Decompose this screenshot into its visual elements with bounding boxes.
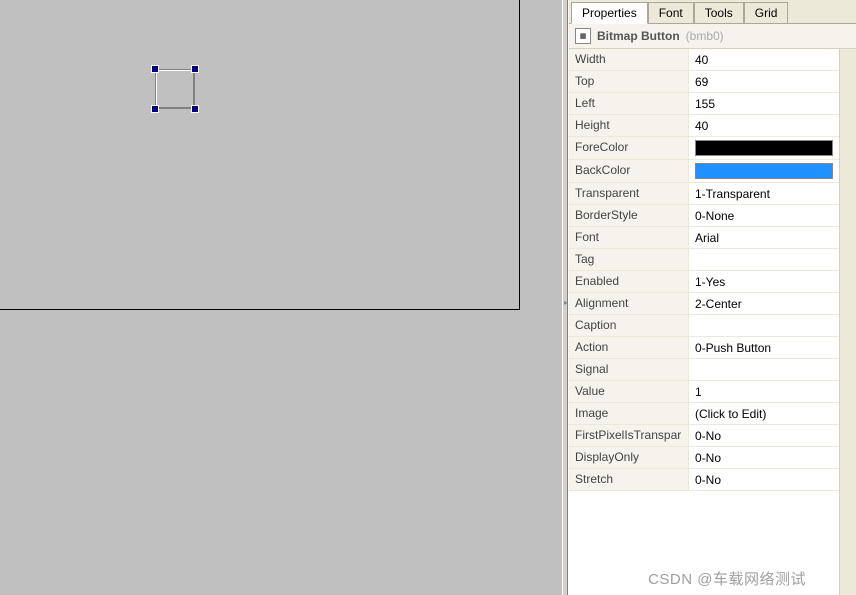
property-value[interactable]: [689, 359, 839, 380]
object-type-label: Bitmap Button: [597, 29, 680, 43]
property-name: Value: [569, 381, 689, 402]
property-name: BorderStyle: [569, 205, 689, 226]
tab-tools[interactable]: Tools: [694, 2, 744, 23]
property-name: FirstPixelIsTranspar: [569, 425, 689, 446]
property-value[interactable]: 40: [689, 115, 839, 136]
property-value[interactable]: 1-Transparent: [689, 183, 839, 204]
property-name: Caption: [569, 315, 689, 336]
splitter-vertical[interactable]: ▸: [562, 0, 568, 595]
property-value[interactable]: 69: [689, 71, 839, 92]
property-row[interactable]: BackColor: [569, 160, 839, 183]
resize-handle-top-left[interactable]: [151, 65, 159, 73]
property-row[interactable]: Alignment2-Center: [569, 293, 839, 315]
property-row[interactable]: Enabled1-Yes: [569, 271, 839, 293]
property-row[interactable]: FirstPixelIsTranspar0-No: [569, 425, 839, 447]
property-name: Signal: [569, 359, 689, 380]
property-name: Top: [569, 71, 689, 92]
property-value[interactable]: 0-No: [689, 425, 839, 446]
color-swatch[interactable]: [695, 163, 833, 179]
property-name: Width: [569, 49, 689, 70]
property-row[interactable]: FontArial: [569, 227, 839, 249]
property-value[interactable]: [689, 315, 839, 336]
property-row[interactable]: Height40: [569, 115, 839, 137]
bitmap-button-icon: ▦: [575, 28, 591, 44]
property-row[interactable]: DisplayOnly0-No: [569, 447, 839, 469]
panel-tabs: PropertiesFontToolsGrid: [569, 0, 856, 24]
property-row[interactable]: Top69: [569, 71, 839, 93]
property-row[interactable]: BorderStyle0-None: [569, 205, 839, 227]
property-row[interactable]: Image(Click to Edit): [569, 403, 839, 425]
property-value[interactable]: 2-Center: [689, 293, 839, 314]
property-name: BackColor: [569, 160, 689, 182]
property-value[interactable]: Arial: [689, 227, 839, 248]
app-root: ▸ PropertiesFontToolsGrid ▦ Bitmap Butto…: [0, 0, 856, 595]
property-value[interactable]: [689, 137, 839, 159]
property-value[interactable]: 155: [689, 93, 839, 114]
resize-handle-bottom-right[interactable]: [191, 105, 199, 113]
design-surface[interactable]: [0, 0, 520, 310]
property-row[interactable]: Action0-Push Button: [569, 337, 839, 359]
property-name: ForeColor: [569, 137, 689, 159]
panel-body: Width40Top69Left155Height40ForeColorBack…: [569, 49, 856, 595]
object-header: ▦ Bitmap Button (bmb0): [569, 24, 856, 49]
property-row[interactable]: Stretch0-No: [569, 469, 839, 491]
scrollbar-vertical[interactable]: [839, 49, 856, 595]
tab-grid[interactable]: Grid: [744, 2, 789, 23]
property-value[interactable]: 0-No: [689, 447, 839, 468]
property-row[interactable]: Width40: [569, 49, 839, 71]
property-value[interactable]: 1: [689, 381, 839, 402]
property-row[interactable]: Tag: [569, 249, 839, 271]
property-row[interactable]: Transparent1-Transparent: [569, 183, 839, 205]
property-name: Action: [569, 337, 689, 358]
property-name: Left: [569, 93, 689, 114]
property-row[interactable]: Signal: [569, 359, 839, 381]
property-row[interactable]: Caption: [569, 315, 839, 337]
property-value[interactable]: [689, 160, 839, 182]
property-value[interactable]: 1-Yes: [689, 271, 839, 292]
property-name: Tag: [569, 249, 689, 270]
object-instance-name: (bmb0): [686, 29, 724, 43]
property-value[interactable]: 40: [689, 49, 839, 70]
property-name: Stretch: [569, 469, 689, 490]
property-name: Transparent: [569, 183, 689, 204]
property-value[interactable]: 0-No: [689, 469, 839, 490]
property-value[interactable]: (Click to Edit): [689, 403, 839, 424]
resize-handle-top-right[interactable]: [191, 65, 199, 73]
splitter-grip-icon: ▸: [564, 298, 568, 308]
property-value[interactable]: 0-None: [689, 205, 839, 226]
property-name: Alignment: [569, 293, 689, 314]
property-value[interactable]: 0-Push Button: [689, 337, 839, 358]
property-name: DisplayOnly: [569, 447, 689, 468]
tab-properties[interactable]: Properties: [571, 2, 648, 24]
canvas-area[interactable]: [0, 0, 562, 595]
resize-handle-bottom-left[interactable]: [151, 105, 159, 113]
property-row[interactable]: Value1: [569, 381, 839, 403]
property-grid[interactable]: Width40Top69Left155Height40ForeColorBack…: [569, 49, 839, 595]
property-name: Image: [569, 403, 689, 424]
color-swatch[interactable]: [695, 140, 833, 156]
property-value[interactable]: [689, 249, 839, 270]
properties-panel: PropertiesFontToolsGrid ▦ Bitmap Button …: [568, 0, 856, 595]
property-row[interactable]: Left155: [569, 93, 839, 115]
property-row[interactable]: ForeColor: [569, 137, 839, 160]
property-name: Enabled: [569, 271, 689, 292]
tab-font[interactable]: Font: [648, 2, 694, 23]
property-name: Font: [569, 227, 689, 248]
selected-bitmap-button[interactable]: [155, 69, 195, 109]
property-name: Height: [569, 115, 689, 136]
